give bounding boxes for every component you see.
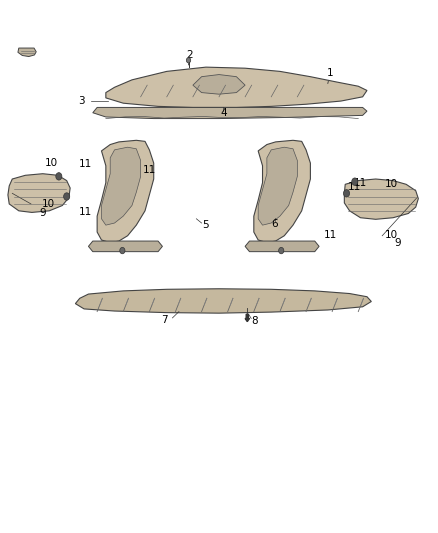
Text: 9: 9 xyxy=(394,238,401,248)
Polygon shape xyxy=(245,241,319,252)
Polygon shape xyxy=(254,140,311,243)
Text: 3: 3 xyxy=(78,96,85,106)
Circle shape xyxy=(352,178,358,185)
Text: 5: 5 xyxy=(203,220,209,230)
Text: 4: 4 xyxy=(220,108,226,118)
Polygon shape xyxy=(75,289,371,313)
FancyArrow shape xyxy=(245,314,250,321)
Text: 11: 11 xyxy=(323,230,337,240)
Text: 2: 2 xyxy=(186,51,193,65)
Text: 9: 9 xyxy=(39,208,46,219)
Polygon shape xyxy=(102,147,141,225)
Polygon shape xyxy=(93,108,367,118)
Circle shape xyxy=(343,190,350,197)
Polygon shape xyxy=(8,174,70,213)
Circle shape xyxy=(279,247,284,254)
Text: 10: 10 xyxy=(45,158,58,168)
Polygon shape xyxy=(106,67,367,108)
Polygon shape xyxy=(344,179,418,219)
Circle shape xyxy=(56,173,62,180)
Text: 10: 10 xyxy=(385,230,397,240)
Text: 11: 11 xyxy=(78,207,92,217)
Polygon shape xyxy=(97,140,154,243)
Circle shape xyxy=(64,193,70,200)
Circle shape xyxy=(120,247,125,254)
Text: 1: 1 xyxy=(327,69,333,84)
Text: 10: 10 xyxy=(385,179,397,189)
Circle shape xyxy=(186,58,191,63)
Text: 6: 6 xyxy=(272,219,278,229)
Text: 10: 10 xyxy=(42,199,55,209)
Polygon shape xyxy=(88,241,162,252)
Text: 11: 11 xyxy=(78,159,92,169)
Polygon shape xyxy=(18,48,36,56)
Text: 11: 11 xyxy=(348,182,361,192)
Polygon shape xyxy=(258,147,297,225)
Polygon shape xyxy=(193,75,245,94)
Text: 11: 11 xyxy=(143,165,156,175)
Text: 7: 7 xyxy=(161,314,168,325)
Text: 8: 8 xyxy=(251,316,258,326)
Text: 11: 11 xyxy=(354,177,367,188)
